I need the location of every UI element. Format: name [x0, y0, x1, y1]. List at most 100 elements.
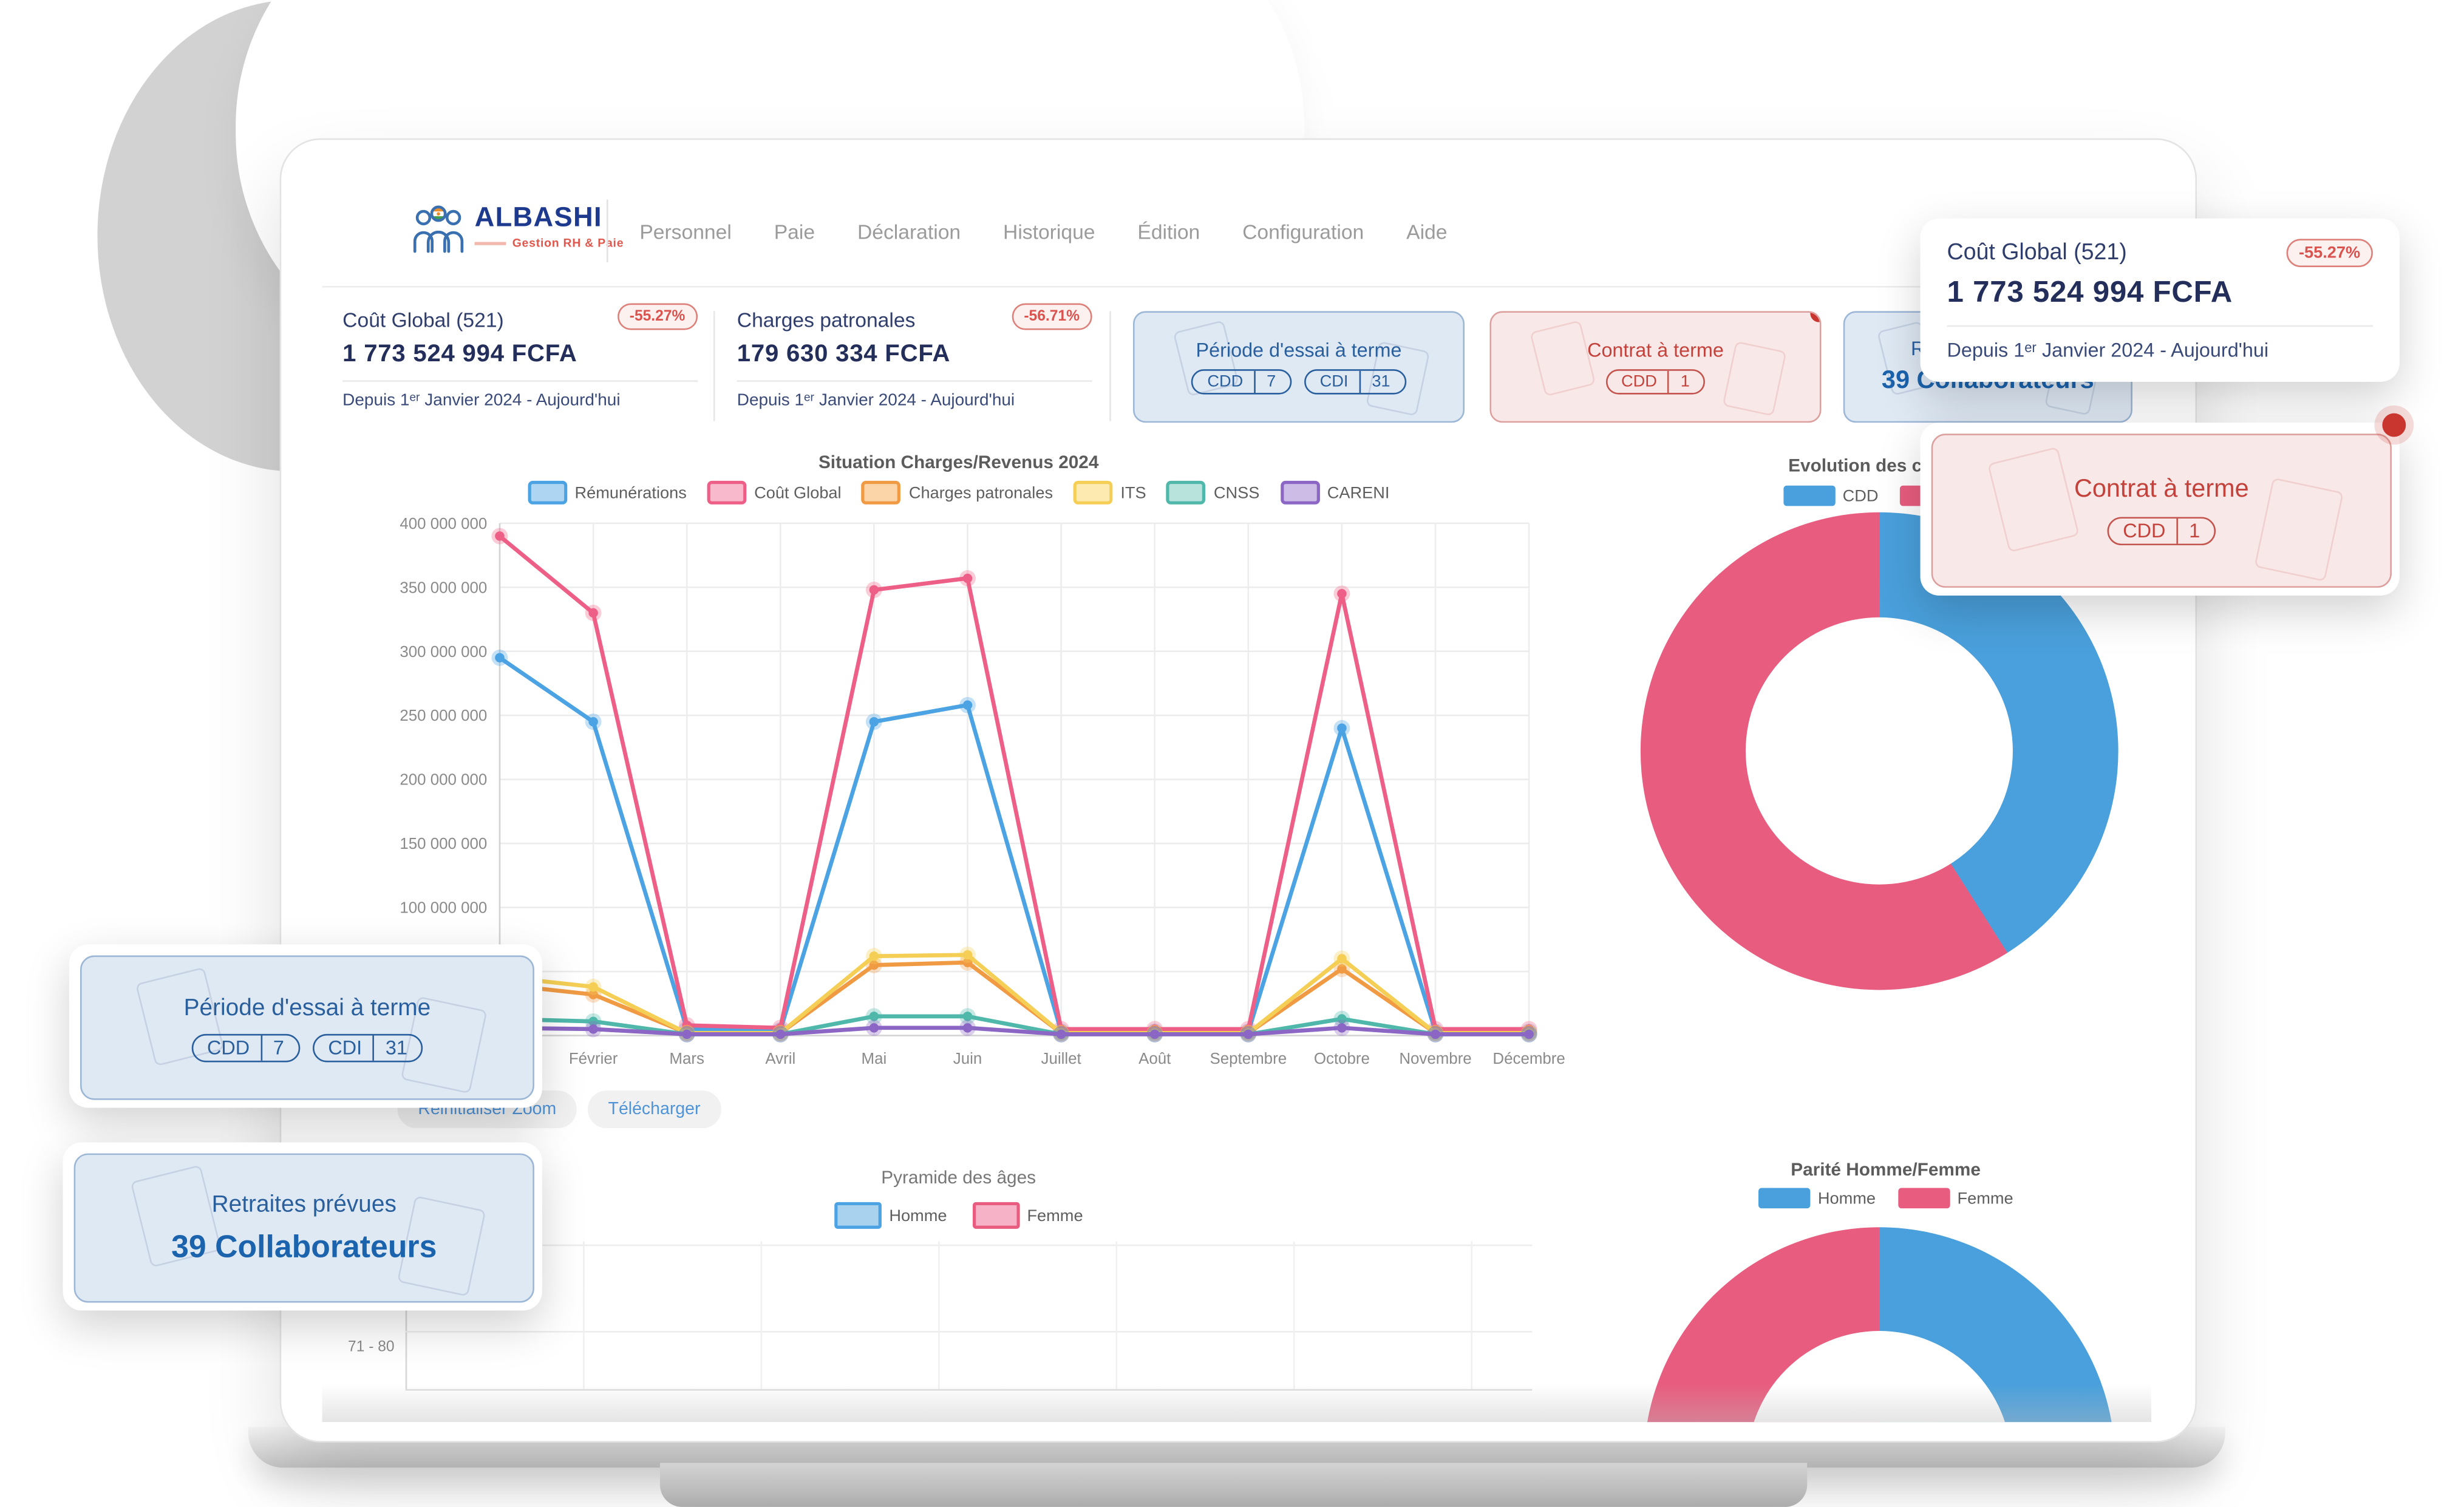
cdi-count-pill: CDI 31 — [1304, 369, 1406, 395]
svg-text:Mai: Mai — [862, 1050, 887, 1067]
legend-item-homme[interactable]: Homme — [834, 1202, 947, 1229]
card-title: Coût Global (521) — [1947, 240, 2127, 266]
brand-tagline: Gestion RH & Paie — [512, 236, 624, 250]
legend-item-remunerations[interactable]: Rémunérations — [527, 480, 687, 505]
parite-donut-chart[interactable] — [1644, 1227, 2115, 1423]
cdd-count-pill: CDD 7 — [1191, 369, 1292, 395]
svg-text:150 000 000: 150 000 000 — [400, 835, 487, 852]
legend-item-homme[interactable]: Homme — [1758, 1188, 1876, 1209]
brand-name: ALBASHI — [474, 201, 602, 233]
card-period: Depuis 1ᵉʳ Janvier 2024 - Aujourd'hui — [1947, 339, 2269, 362]
age-bracket-label: 71 - 80 — [348, 1338, 395, 1356]
header-divider — [606, 199, 608, 263]
stat-title: Coût Global (521) — [342, 308, 504, 332]
svg-text:Septembre: Septembre — [1210, 1050, 1287, 1067]
svg-text:Novembre: Novembre — [1399, 1050, 1471, 1067]
nav-item-aide[interactable]: Aide — [1406, 220, 1448, 244]
cdd-swatch — [1783, 485, 1835, 506]
alert-dot — [2382, 413, 2406, 437]
stat-period: Depuis 1ᵉʳ Janvier 2024 - Aujourd'hui — [342, 391, 621, 410]
albashi-logo[interactable]: ALBASHI Gestion RH & Paie — [410, 201, 624, 265]
svg-text:100 000 000: 100 000 000 — [400, 900, 487, 917]
tagline-line — [474, 241, 506, 245]
its-swatch — [1073, 480, 1113, 505]
legend-item-careni[interactable]: CARENI — [1280, 480, 1389, 505]
svg-text:Mars: Mars — [669, 1050, 704, 1067]
svg-text:Février: Février — [569, 1050, 618, 1067]
pyramide-title: Pyramide des âges — [881, 1169, 1036, 1188]
svg-text:250 000 000: 250 000 000 — [400, 707, 487, 724]
svg-text:Octobre: Octobre — [1314, 1050, 1370, 1067]
card-value: 39 Collaborateurs — [171, 1230, 437, 1265]
stat-value: 179 630 334 FCFA — [737, 341, 951, 368]
nav-menu: Personnel Paie Déclaration Historique Éditio… — [639, 177, 1447, 286]
nav-item-paie[interactable]: Paie — [774, 220, 815, 244]
charges-patronales-swatch — [862, 480, 901, 505]
dashboard-screen: ALBASHI Gestion RH & Paie Personnel Paie D… — [322, 177, 2151, 1423]
legend-item-charges-patronales[interactable]: Charges patronales — [862, 480, 1053, 505]
homme-swatch — [1758, 1188, 1810, 1209]
download-button[interactable]: Télécharger — [587, 1090, 721, 1129]
careni-swatch — [1280, 480, 1319, 505]
homme-swatch — [834, 1202, 882, 1229]
laptop-screen: ALBASHI Gestion RH & Paie Personnel Paie D… — [279, 138, 2197, 1443]
laptop-foot — [659, 1463, 1808, 1507]
floating-card-periode-essai[interactable]: Période d'essai à terme CDD 7 CDI 31 — [69, 944, 542, 1108]
cout-global-swatch — [707, 480, 747, 505]
stat-period: Depuis 1ᵉʳ Janvier 2024 - Aujourd'hui — [737, 391, 1015, 410]
legend-item-cout-global[interactable]: Coût Global — [707, 480, 842, 505]
alert-dot — [1810, 313, 1820, 322]
floating-card-cout-global[interactable]: Coût Global (521) -55.27% 1 773 524 994 … — [1920, 218, 2400, 382]
nav-item-personnel[interactable]: Personnel — [639, 220, 732, 244]
stat-card-periode-essai[interactable]: Période d'essai à terme CDD 7 CDI 31 — [1132, 311, 1465, 423]
pyramide-chart[interactable]: 71 - 80 — [338, 1241, 1533, 1423]
legend-item-femme[interactable]: Femme — [1897, 1188, 2013, 1209]
cdd-count-pill: CDD 1 — [1605, 369, 1706, 395]
floating-card-retraites[interactable]: Retraites prévues 39 Collaborateurs — [63, 1142, 542, 1311]
legend-item-cdd[interactable]: CDD — [1783, 485, 1879, 506]
svg-text:300 000 000: 300 000 000 — [400, 644, 487, 661]
stat-card-contrat-terme[interactable]: Contrat à terme CDD 1 — [1489, 311, 1822, 423]
card-value: 1 773 524 994 FCFA — [1947, 276, 2233, 310]
stat-divider — [1109, 311, 1111, 421]
albashi-logo-icon — [410, 201, 466, 265]
pyramide-legend: Homme Femme — [377, 1202, 1540, 1229]
pyramide-axis — [405, 1241, 407, 1389]
cnss-swatch — [1166, 480, 1206, 505]
parite-donut-legend: Homme Femme — [1673, 1188, 2098, 1209]
svg-text:350 000 000: 350 000 000 — [400, 579, 487, 596]
stat-value: 1 773 524 994 FCFA — [342, 341, 577, 368]
stat-divider — [713, 311, 715, 421]
card-title: Période d'essai à terme — [1196, 339, 1402, 362]
app-header: ALBASHI Gestion RH & Paie Personnel Paie D… — [322, 177, 2151, 288]
stat-card-charges-patronales[interactable]: Charges patronales -56.71% 179 630 334 F… — [737, 303, 1092, 410]
floating-card-contrat-terme[interactable]: Contrat à terme CDD 1 — [1920, 413, 2406, 596]
svg-text:Décembre: Décembre — [1492, 1050, 1565, 1067]
card-title: Contrat à terme — [2074, 476, 2249, 503]
svg-text:Avril: Avril — [765, 1050, 795, 1067]
nav-item-edition[interactable]: Édition — [1137, 220, 1200, 244]
femme-swatch — [972, 1202, 1019, 1229]
cdd-count-pill: CDD 1 — [2107, 517, 2216, 546]
svg-text:400 000 000: 400 000 000 — [400, 515, 487, 532]
nav-item-configuration[interactable]: Configuration — [1242, 220, 1364, 244]
legend-item-femme[interactable]: Femme — [972, 1202, 1083, 1229]
parite-donut-title: Parité Homme/Femme — [1791, 1161, 1981, 1180]
nav-item-declaration[interactable]: Déclaration — [857, 220, 961, 244]
variation-badge: -56.71% — [1011, 303, 1092, 330]
svg-text:Juin: Juin — [953, 1050, 982, 1067]
cdi-count-pill: CDI 31 — [312, 1033, 423, 1062]
stat-card-cout-global[interactable]: Coût Global (521) -55.27% 1 773 524 994 … — [342, 303, 698, 410]
variation-badge: -55.27% — [617, 303, 698, 330]
svg-text:200 000 000: 200 000 000 — [400, 772, 487, 789]
charges-revenus-legend: Rémunérations Coût Global Charges patronal… — [353, 480, 1564, 505]
nav-item-historique[interactable]: Historique — [1003, 220, 1095, 244]
legend-item-cnss[interactable]: CNSS — [1166, 480, 1259, 505]
remunerations-swatch — [527, 480, 567, 505]
svg-text:Août: Août — [1138, 1050, 1171, 1067]
variation-badge: -55.27% — [2286, 239, 2373, 267]
legend-item-its[interactable]: ITS — [1073, 480, 1146, 505]
charges-revenus-title: Situation Charges/Revenus 2024 — [818, 454, 1099, 473]
